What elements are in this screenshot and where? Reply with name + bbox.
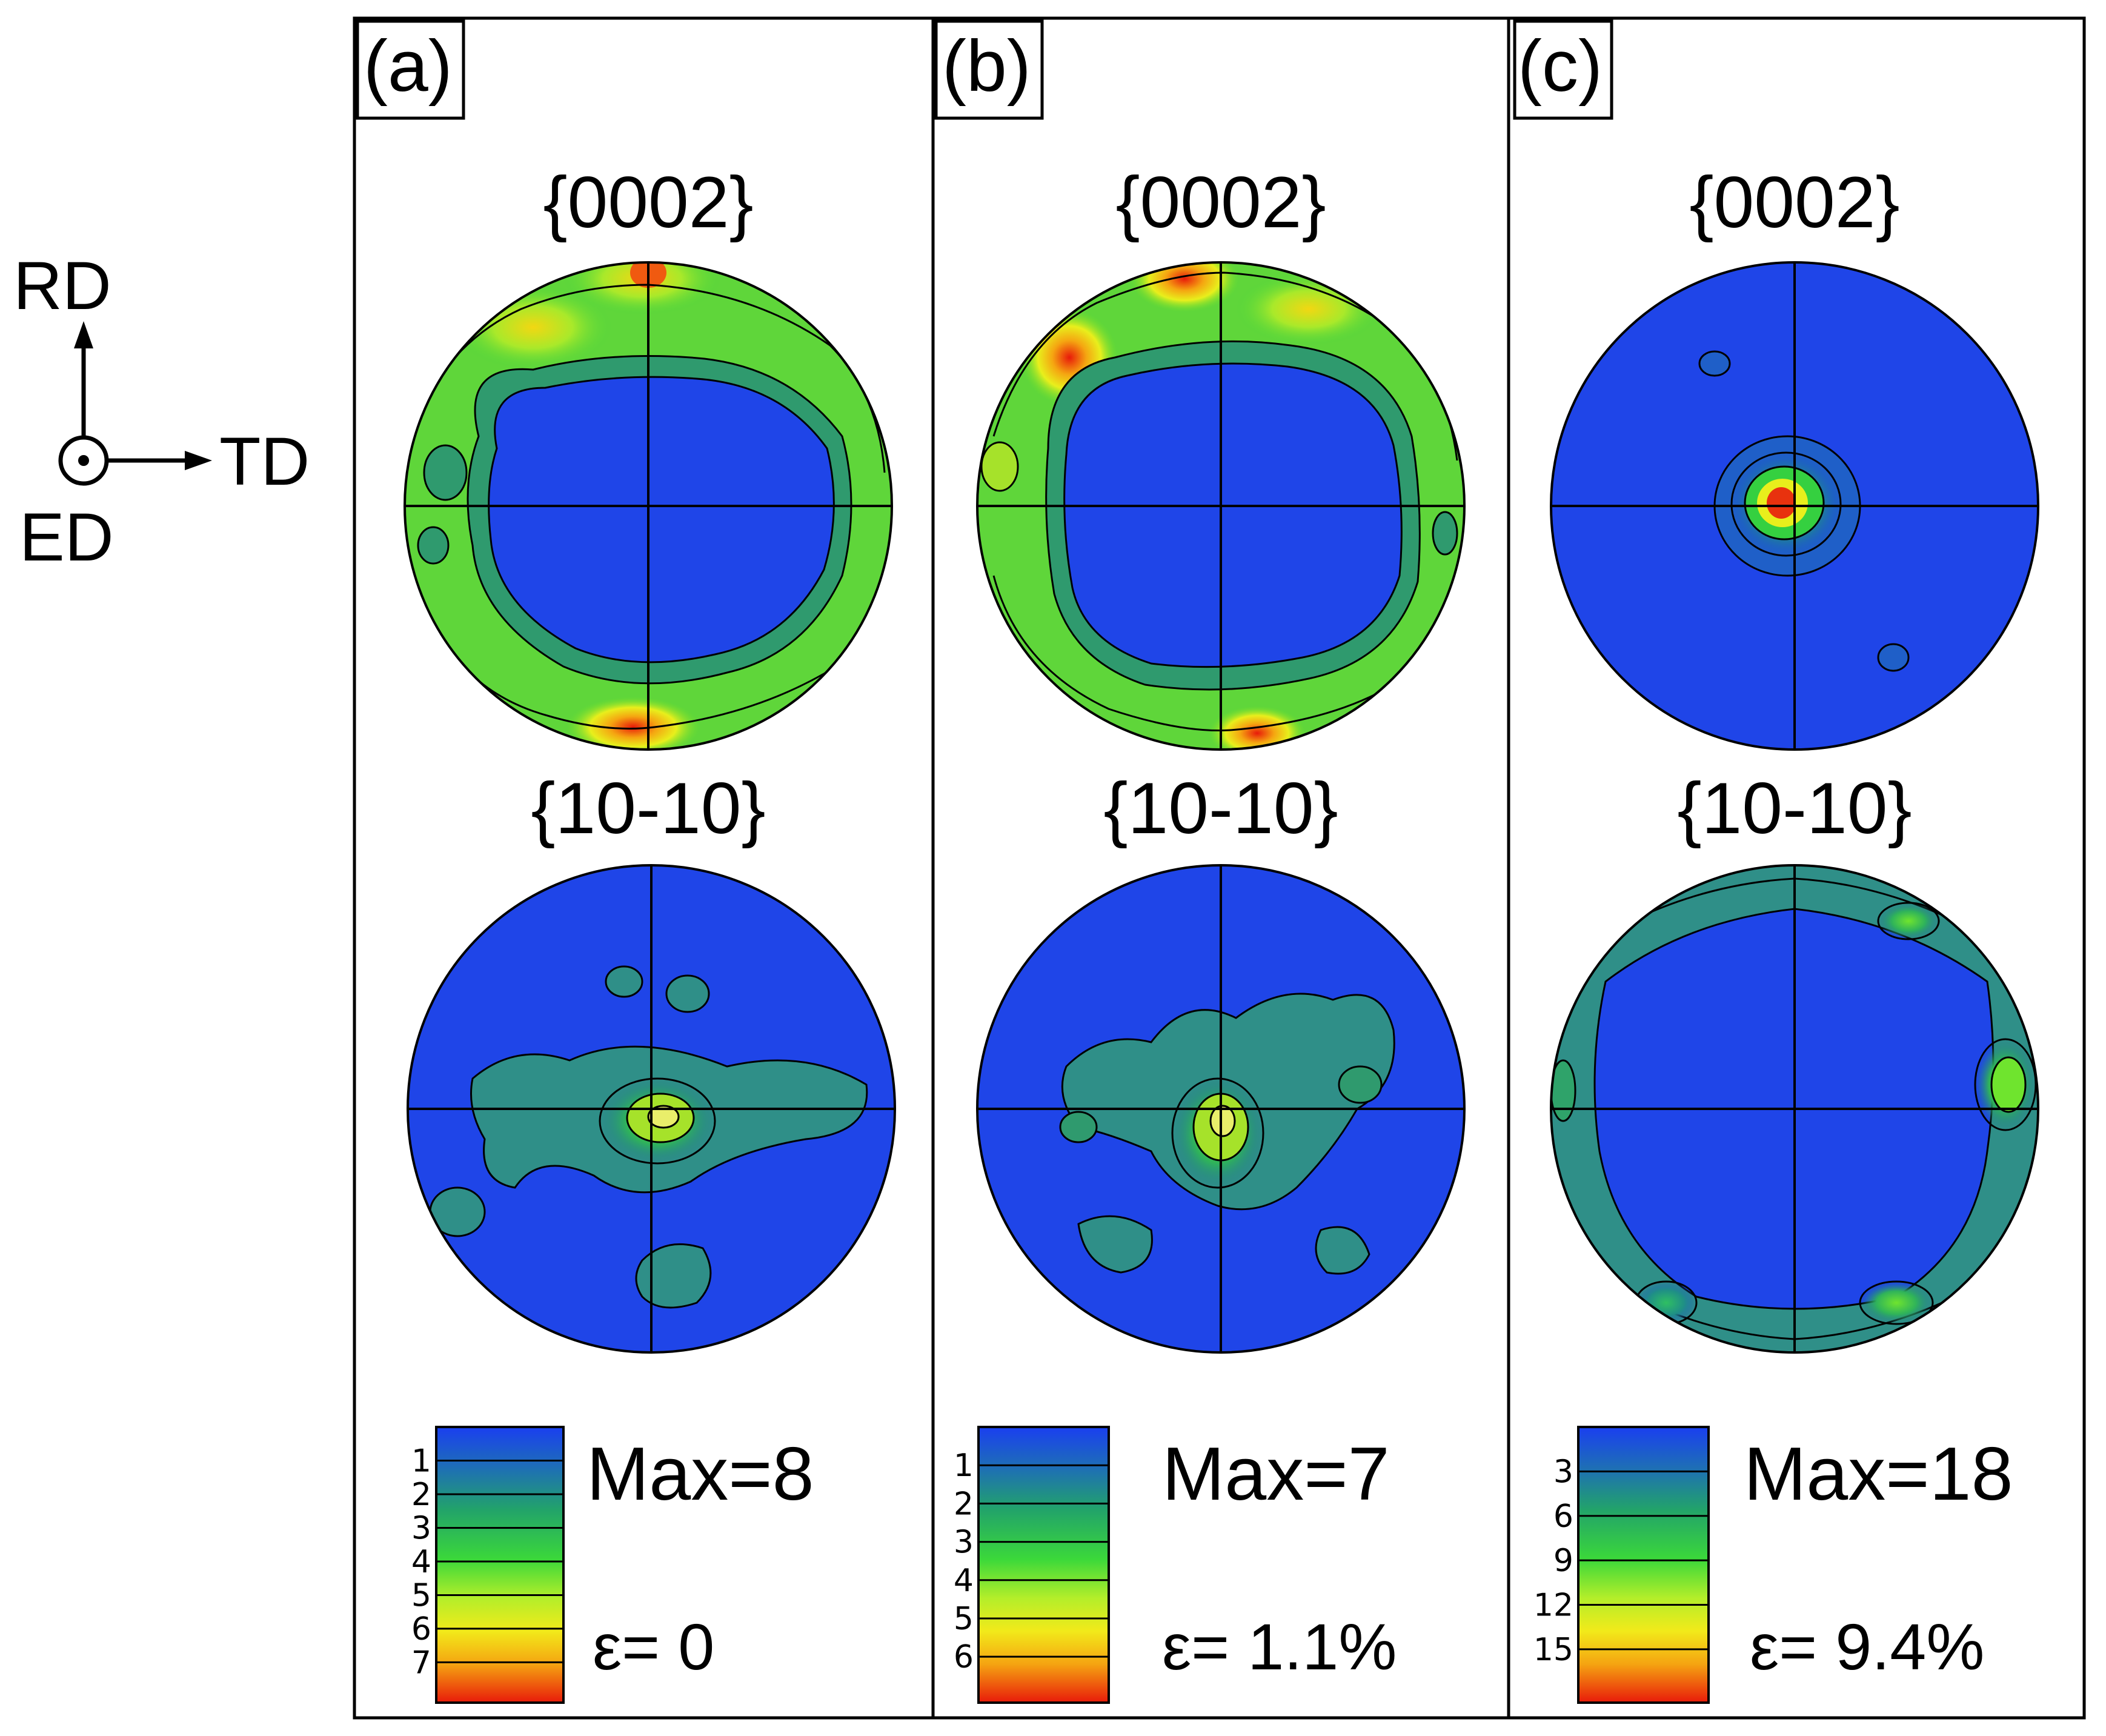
panel-c: (c) {0002} {10-10}: [1513, 19, 2039, 1704]
strain-label-a: ε= 0: [593, 1610, 714, 1683]
panel-label-a: (a): [364, 25, 453, 107]
pole-figure-1010-b: [976, 864, 1466, 1354]
pole-figure-1010-c: [1550, 864, 2039, 1354]
max-label-c: Max=18: [1744, 1432, 2013, 1516]
max-label-b: Max=7: [1162, 1432, 1390, 1516]
color-bar-tick-label: 6: [1553, 1498, 1573, 1535]
color-bar-tick-label: 12: [1533, 1588, 1573, 1624]
panel-label-c: (c): [1518, 25, 1603, 107]
color-bar-tick-label: 15: [1533, 1632, 1573, 1668]
color-bar-tick-label: 1: [954, 1448, 974, 1484]
panel-a: (a) {0002} {10-10}: [356, 19, 896, 1704]
color-bar-tick-label: 6: [954, 1639, 974, 1675]
pole-title-1010-b: {10-10}: [1103, 768, 1338, 849]
panel-label-b: (b): [942, 25, 1031, 107]
strain-label-b: ε= 1.1%: [1162, 1610, 1397, 1683]
td-label: TD: [219, 424, 310, 499]
color-bar-tick-label: 4: [954, 1563, 974, 1599]
pole-figure-0002-c: [1550, 261, 2039, 751]
strain-label-c: ε= 9.4%: [1750, 1610, 1984, 1683]
color-bar-tick-label: 9: [1553, 1543, 1573, 1579]
pole-title-0002-a: {0002}: [543, 162, 753, 243]
max-label-a: Max=8: [586, 1432, 814, 1516]
panel-frames: [353, 16, 2086, 1720]
pole-title-1010-c: {10-10}: [1677, 768, 1912, 849]
pole-figure-0002-b: [976, 261, 1466, 751]
color-bar-tick-label: 3: [954, 1525, 974, 1561]
color-bar-tick-label: 5: [411, 1577, 431, 1614]
pole-figure-0002-a: [404, 261, 893, 751]
color-bar-tick-label: 3: [411, 1510, 431, 1546]
color-bar-tick-label: 3: [1553, 1454, 1573, 1490]
panel-b: (b) {0002} {10-10}: [934, 19, 1466, 1704]
color-bar-tick-label: 2: [411, 1477, 431, 1513]
color-bar-tick-label: 1: [411, 1443, 431, 1479]
color-bar-tick-label: 6: [411, 1611, 431, 1648]
color-bar-c: 3 6 9 12 15: [1533, 1426, 1710, 1704]
pole-figure-1010-a: [407, 864, 896, 1354]
rd-label: RD: [13, 248, 111, 324]
color-bar-tick-label: 4: [411, 1544, 431, 1580]
ed-label: ED: [19, 499, 114, 575]
pole-title-0002-c: {0002}: [1689, 162, 1899, 243]
color-bar-tick-label: 5: [954, 1601, 974, 1637]
pole-title-1010-a: {10-10}: [531, 768, 765, 849]
color-bar-tick-label: 2: [954, 1486, 974, 1522]
pole-title-0002-b: {0002}: [1115, 162, 1326, 243]
axis-reference: RD TD ED: [13, 248, 310, 575]
color-bar-tick-label: 7: [411, 1645, 431, 1681]
